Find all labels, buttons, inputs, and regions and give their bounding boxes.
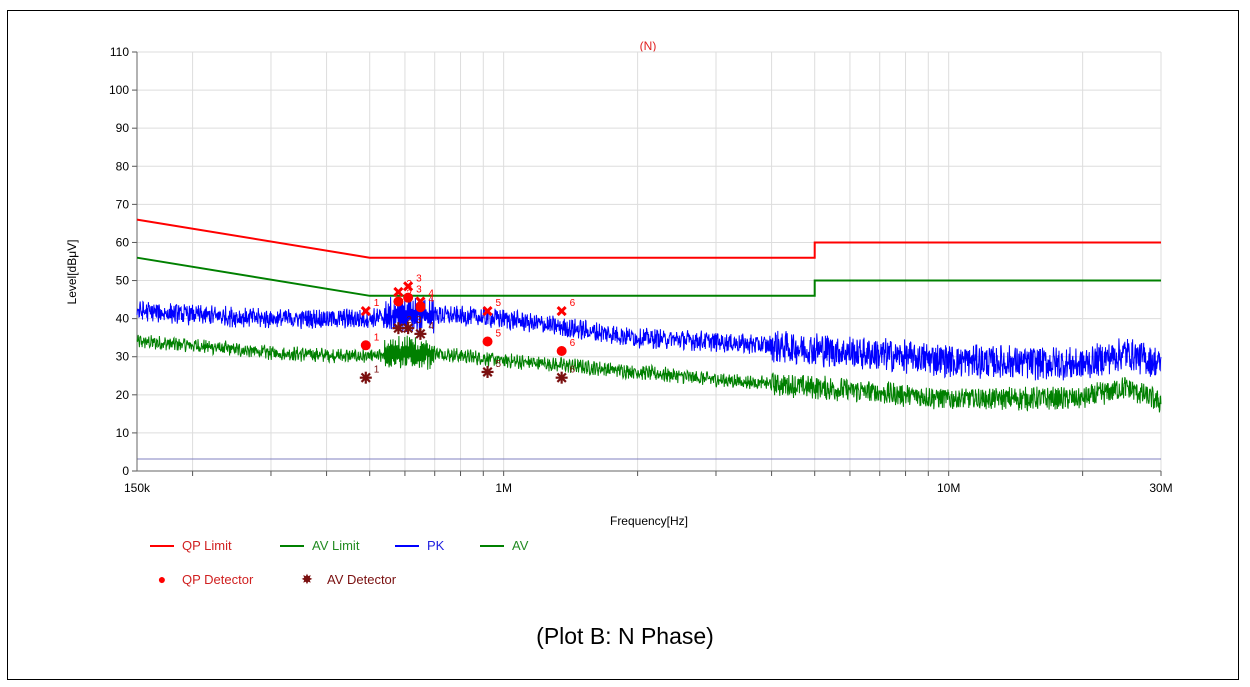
star-stroke [415,328,426,339]
av-detector-star [555,371,568,384]
series-qp-limit [136,218,1161,259]
y-tick-label: 100 [109,83,129,97]
legend-item-av-detector: ✸ AV Detector [295,571,396,588]
legend-item-pk: PK [395,538,444,553]
legend-dot-icon: ● [157,571,167,587]
x-tick-label: 30M [1149,481,1172,495]
series-av-limit [136,256,1161,297]
av-detector-star [359,371,372,384]
x-tick-label: 150k [124,481,151,495]
marker-label: 3 [416,273,422,284]
y-tick-label: 90 [116,121,130,135]
y-tick-label: 70 [116,197,130,211]
legend-label: QP Limit [182,538,232,553]
marker-label: 6 [570,365,576,376]
cross-stroke [556,305,567,317]
marker-label: 1 [374,332,380,343]
star-stroke [482,366,493,377]
y-tick-label: 60 [116,235,130,249]
legend-item-av-limit: AV Limit [280,538,359,553]
star-stroke [360,372,371,383]
legend-star-icon: ✸ [301,571,313,587]
qp-peak-marker [403,281,414,292]
legend-label: PK [427,538,445,553]
av-detector-star [414,327,427,340]
qp-detector-dot [482,336,493,347]
x-tick-label: 10M [937,481,960,495]
axes: 0 10 20 30 40 50 60 70 80 90 100 110 150k 1M 10M 30M [109,45,1173,495]
qp-peak-marker [360,305,371,317]
marker-label: 4 [428,288,434,299]
series-av-trace [136,334,1162,413]
marker-label: 2 [406,315,412,326]
star-stroke [403,323,414,334]
y-tick-label: 50 [116,274,130,288]
av-detector-star [481,365,494,378]
marker-label: 6 [570,338,576,349]
av-detector-star [402,322,415,335]
av-detector-star [392,322,405,335]
marker-label: 1 [374,365,380,376]
detector-markers: 112233445566123456 [359,273,576,384]
cross-stroke [360,305,371,317]
chart-title: (N) [640,39,657,53]
legend-item-qp-detector: ● QP Detector [150,571,254,587]
y-tick-label: 40 [116,312,130,326]
legend-label: AV Detector [327,572,397,587]
legend-swatch [280,544,304,547]
marker-label: 3 [416,285,422,296]
qp-detector-dot [403,292,414,303]
marker-label: 1 [374,298,380,309]
marker-label: 3 [416,315,422,326]
cross-stroke [403,281,414,292]
marker-label: 6 [570,298,576,309]
marker-label: 5 [496,298,502,309]
qp-peak-marker [556,305,567,317]
y-tick-label: 30 [116,350,130,364]
cross-stroke [482,305,493,317]
qp-peak-marker [393,286,404,298]
series-pk-trace [136,295,1162,381]
legend-swatch [150,544,174,547]
grid [137,51,1162,471]
series-lines [136,218,1162,413]
legend-label: QP Detector [182,571,254,587]
legend-item-av: AV [480,538,528,553]
y-tick-label: 20 [116,388,130,402]
y-axis-label: Level[dBμV] [65,240,79,305]
x-tick-label: 1M [495,481,512,495]
marker-label: 4 [428,294,434,305]
legend-label: AV [512,538,529,553]
y-tick-label: 10 [116,426,130,440]
qp-peak-marker [482,305,493,317]
star-stroke [393,323,404,334]
qp-detector-dot [556,346,567,357]
plot-caption: (Plot B: N Phase) [536,623,714,649]
qp-detector-dot [393,296,404,307]
legend-swatch [480,544,504,547]
legend-label: AV Limit [312,538,360,553]
marker-label: 4 [428,321,434,332]
y-tick-label: 80 [116,159,130,173]
legend-item-qp-limit: QP Limit [150,538,232,553]
qp-detector-dot [360,340,371,351]
y-tick-label: 0 [122,464,129,478]
x-axis-label: Frequency[Hz] [610,514,688,528]
legend-swatch [395,544,419,547]
marker-label: 5 [496,328,502,339]
y-tick-label: 110 [110,45,129,59]
cross-stroke [393,286,404,298]
star-stroke [556,372,567,383]
qp-detector-dot [415,302,426,313]
marker-label: 5 [496,359,502,370]
